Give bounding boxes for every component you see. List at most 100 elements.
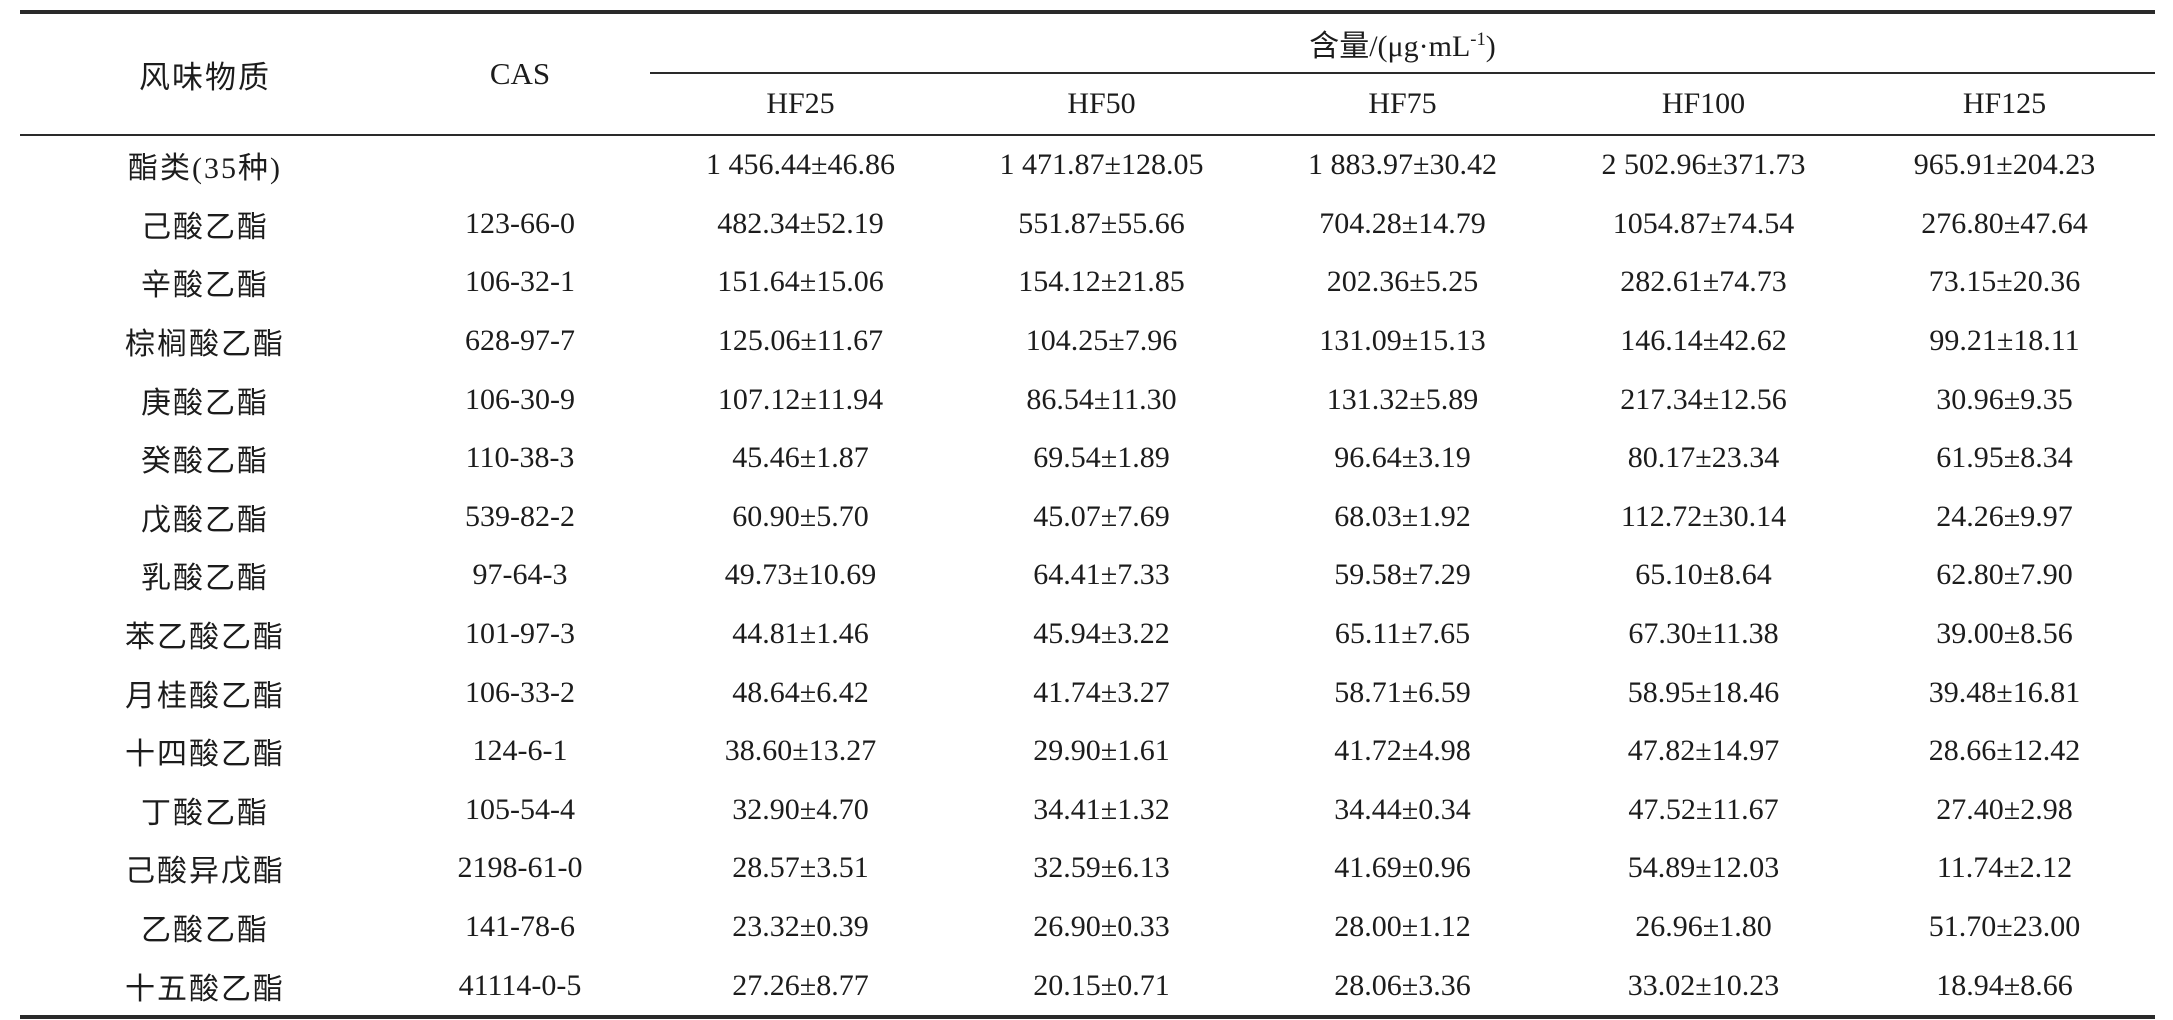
flavor-name-cell: 戊酸乙酯 [141,503,269,537]
cas-number-cell: 123-66-0 [465,206,575,240]
flavor-name-cell: 十四酸乙酯 [125,738,285,772]
table-row: 己酸乙酯 123-66-0 482.34±52.19 551.87±55.66 … [20,195,2155,254]
cas-number-cell: 101-97-3 [465,617,575,651]
col-header-cas: CAS [390,12,650,136]
content-value-hf25-cell: 482.34±52.19 [717,206,884,240]
table-row: 棕榈酸乙酯 628-97-7 125.06±11.67 104.25±7.96 … [20,312,2155,371]
table-row: 己酸异戊酯 2198-61-0 28.57±3.51 32.59±6.13 41… [20,839,2155,898]
content-value-hf125-cell: 24.26±9.97 [1936,499,2073,533]
flavor-name-cell: 酯类(35种) [128,152,282,186]
table-row: 苯乙酸乙酯 101-97-3 44.81±1.46 45.94±3.22 65.… [20,605,2155,664]
content-value-hf50-cell: 20.15±0.71 [1033,968,1170,1002]
header-sample-row: HF25 HF50 HF75 HF100 HF125 [20,73,2155,136]
col-header-hf75: HF75 [1252,73,1553,136]
content-value-hf125-cell: 62.80±7.90 [1936,558,2073,592]
cas-number-cell: 539-82-2 [465,499,575,533]
col-header-hf100: HF100 [1553,73,1854,136]
content-value-hf100-cell: 217.34±12.56 [1620,382,1787,416]
content-unit-suffix: ) [1485,30,1496,63]
content-value-hf100-cell: 65.10±8.64 [1635,558,1772,592]
content-value-hf50-cell: 26.90±0.33 [1033,910,1170,944]
cas-number-cell: 106-32-1 [465,265,575,299]
cas-number-cell: 97-64-3 [472,558,568,592]
content-value-hf75-cell: 65.11±7.65 [1334,617,1471,651]
content-value-hf100-cell: 282.61±74.73 [1620,265,1787,299]
cas-number-cell: 141-78-6 [465,910,575,944]
cas-number-cell [390,135,650,195]
flavor-name-cell: 乳酸乙酯 [141,562,269,596]
content-unit-superscript: -1 [1470,29,1486,50]
content-value-hf100-cell: 26.96±1.80 [1635,910,1772,944]
cas-number-cell: 124-6-1 [472,734,568,768]
content-value-hf75-cell: 58.71±6.59 [1334,675,1471,709]
content-value-hf100-cell: 1054.87±74.54 [1612,206,1795,240]
table-row: 庚酸乙酯 106-30-9 107.12±11.94 86.54±11.30 1… [20,370,2155,429]
cas-number-cell: 105-54-4 [465,792,575,826]
flavor-name-cell: 十五酸乙酯 [125,972,285,1006]
content-value-hf50-cell: 41.74±3.27 [1033,675,1170,709]
content-value-hf125-cell: 73.15±20.36 [1928,265,2081,299]
flavor-name-cell: 癸酸乙酯 [141,445,269,479]
content-value-hf100-cell: 58.95±18.46 [1627,675,1780,709]
table-row: 乳酸乙酯 97-64-3 49.73±10.69 64.41±7.33 59.5… [20,546,2155,605]
content-value-hf125-cell: 30.96±9.35 [1936,382,2073,416]
content-value-hf50-cell: 34.41±1.32 [1033,792,1170,826]
content-value-hf125-cell: 276.80±47.64 [1921,206,2088,240]
content-value-hf75-cell: 1 883.97±30.42 [1308,148,1497,182]
content-value-hf25-cell: 1 456.44±46.86 [706,148,895,182]
content-value-hf75-cell: 59.58±7.29 [1334,558,1471,592]
table-row: 十四酸乙酯 124-6-1 38.60±13.27 29.90±1.61 41.… [20,722,2155,781]
paper-page: 风味物质 CAS 含量/(μg·mL-1) HF25 HF50 HF75 HF1… [0,10,2173,1020]
table-row: 辛酸乙酯 106-32-1 151.64±15.06 154.12±21.85 … [20,253,2155,312]
content-unit-prefix: 含量/(μg·mL [1309,30,1471,63]
content-value-hf125-cell: 51.70±23.00 [1928,910,2081,944]
table-row: 戊酸乙酯 539-82-2 60.90±5.70 45.07±7.69 68.0… [20,488,2155,547]
content-value-hf50-cell: 64.41±7.33 [1033,558,1170,592]
flavor-name-cell: 庚酸乙酯 [141,386,269,420]
content-value-hf100-cell: 47.52±11.67 [1628,792,1779,826]
cas-number-cell: 2198-61-0 [457,851,583,885]
content-value-hf25-cell: 28.57±3.51 [732,851,869,885]
content-value-hf50-cell: 1 471.87±128.05 [999,148,1204,182]
cas-number-cell: 106-33-2 [465,675,575,709]
content-value-hf100-cell: 146.14±42.62 [1620,324,1787,358]
flavor-name-cell: 己酸乙酯 [141,210,269,244]
content-value-hf125-cell: 27.40±2.98 [1936,792,2073,826]
content-value-hf125-cell: 18.94±8.66 [1936,968,2073,1002]
content-value-hf25-cell: 38.60±13.27 [724,734,877,768]
content-value-hf75-cell: 28.06±3.36 [1334,968,1471,1002]
flavor-name-cell: 乙酸乙酯 [141,914,269,948]
content-value-hf25-cell: 23.32±0.39 [732,910,869,944]
table-row: 月桂酸乙酯 106-33-2 48.64±6.42 41.74±3.27 58.… [20,663,2155,722]
flavor-name-cell: 苯乙酸乙酯 [125,621,285,655]
content-value-hf25-cell: 125.06±11.67 [717,324,884,358]
content-value-hf75-cell: 28.00±1.12 [1334,910,1471,944]
content-value-hf50-cell: 45.07±7.69 [1033,499,1170,533]
content-value-hf100-cell: 112.72±30.14 [1620,499,1787,533]
table-row: 十五酸乙酯 41114-0-5 27.26±8.77 20.15±0.71 28… [20,956,2155,1017]
flavor-compounds-table: 风味物质 CAS 含量/(μg·mL-1) HF25 HF50 HF75 HF1… [20,10,2155,1019]
content-value-hf75-cell: 131.32±5.89 [1326,382,1479,416]
content-value-hf25-cell: 151.64±15.06 [717,265,884,299]
content-value-hf25-cell: 32.90±4.70 [732,792,869,826]
content-value-hf125-cell: 61.95±8.34 [1936,441,2073,475]
cas-number-cell: 41114-0-5 [458,968,582,1002]
flavor-name-cell: 辛酸乙酯 [141,269,269,303]
content-value-hf100-cell: 80.17±23.34 [1627,441,1780,475]
content-value-hf75-cell: 41.69±0.96 [1334,851,1471,885]
content-value-hf75-cell: 202.36±5.25 [1326,265,1479,299]
content-value-hf100-cell: 47.82±14.97 [1627,734,1780,768]
content-value-hf75-cell: 34.44±0.34 [1334,792,1471,826]
col-header-hf125: HF125 [1854,73,2155,136]
flavor-name-cell: 月桂酸乙酯 [125,679,285,713]
content-value-hf125-cell: 99.21±18.11 [1929,324,2080,358]
flavor-name-cell: 己酸异戊酯 [125,855,285,889]
col-header-content-unit: 含量/(μg·mL-1) [650,12,2155,74]
content-value-hf25-cell: 60.90±5.70 [732,499,869,533]
cas-number-cell: 628-97-7 [465,324,575,358]
content-value-hf50-cell: 551.87±55.66 [1018,206,1185,240]
col-header-hf25: HF25 [650,73,951,136]
table-row: 丁酸乙酯 105-54-4 32.90±4.70 34.41±1.32 34.4… [20,781,2155,840]
content-value-hf125-cell: 39.00±8.56 [1936,617,2073,651]
content-value-hf25-cell: 49.73±10.69 [724,558,877,592]
